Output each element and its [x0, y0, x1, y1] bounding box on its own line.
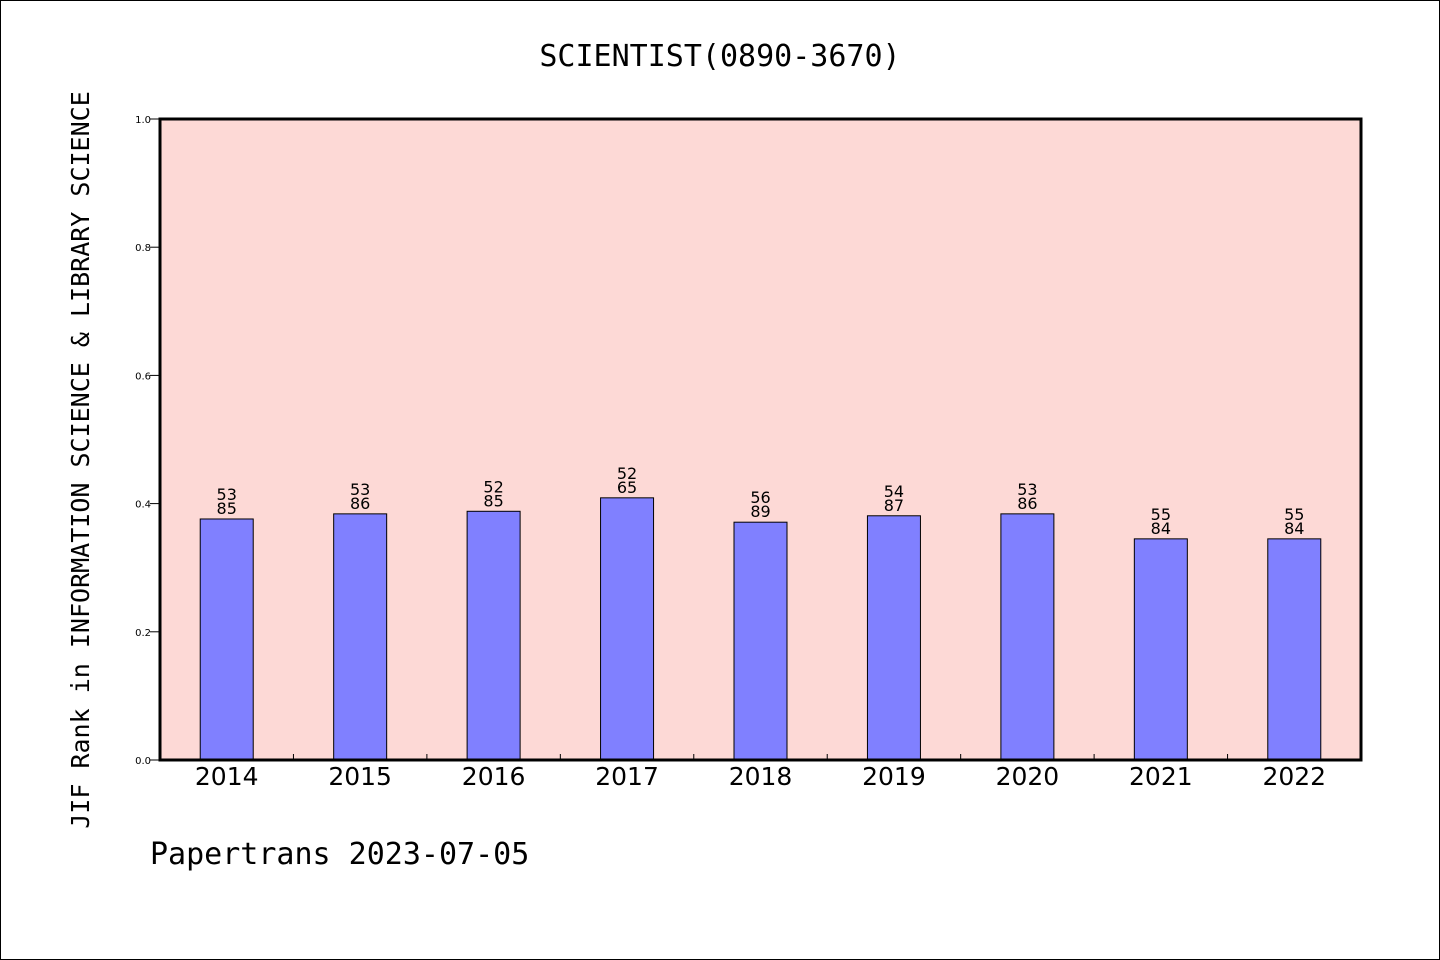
- rank-label-top: 54: [884, 482, 904, 501]
- rank-label-top: 53: [350, 480, 370, 499]
- y-tick-label: 0.4: [135, 500, 151, 511]
- bar-series: [199, 497, 1322, 761]
- bar-2019: [866, 515, 921, 761]
- bar-2018: [733, 521, 788, 761]
- rank-label-bottom: 89: [750, 502, 770, 521]
- y-axis-label: JIF Rank in INFORMATION SCIENCE & LIBRAR…: [66, 91, 95, 829]
- rank-label-top: 52: [483, 477, 503, 496]
- x-tick-label: 2017: [595, 762, 659, 791]
- bar-2014: [199, 518, 254, 761]
- x-tick-label: 2019: [862, 762, 926, 791]
- rank-label-top: 55: [1284, 505, 1304, 524]
- rank-label-top: 55: [1151, 505, 1171, 524]
- footer-credit: Papertrans 2023-07-05: [150, 837, 529, 872]
- bar-2015: [333, 513, 388, 761]
- x-axis: 2014 2015 2016 2017 2018 2019 2020 2021 2022: [195, 754, 1326, 791]
- rank-label-bottom: 65: [617, 478, 637, 497]
- y-axis: 0.0 0.2 0.4 0.6 0.8 1.0: [135, 115, 160, 767]
- y-tick-label: 0.8: [135, 243, 151, 254]
- rank-label-bottom: 87: [884, 496, 904, 515]
- rank-label-top: 56: [750, 488, 770, 507]
- rank-label-bottom: 84: [1151, 519, 1171, 538]
- chart-title: SCIENTIST(0890-3670): [539, 39, 900, 74]
- rank-label-bottom: 85: [217, 499, 237, 518]
- y-tick-label: 1.0: [135, 115, 151, 126]
- x-tick-label: 2020: [996, 762, 1060, 791]
- bar-2016: [466, 510, 521, 761]
- rank-label-top: 53: [1017, 480, 1037, 499]
- y-tick-label: 0.6: [135, 371, 151, 382]
- rank-label-bottom: 86: [350, 494, 370, 513]
- rank-label-bottom: 85: [483, 491, 503, 510]
- bar-2022: [1267, 538, 1322, 761]
- plot-border: [158, 117, 1363, 762]
- x-tick-label: 2015: [328, 762, 392, 791]
- rank-label-bottom: 86: [1017, 494, 1037, 513]
- y-tick-label: 0.0: [135, 756, 151, 767]
- bar-2021: [1133, 538, 1188, 761]
- bar-2017: [600, 497, 655, 761]
- y-tick-label: 0.2: [135, 628, 151, 639]
- rank-label-top: 52: [617, 464, 637, 483]
- x-tick-label: 2014: [195, 762, 259, 791]
- bar-2020: [1000, 513, 1055, 761]
- x-tick-label: 2016: [462, 762, 526, 791]
- x-tick-label: 2018: [729, 762, 793, 791]
- rank-label-bottom: 84: [1284, 519, 1304, 538]
- rank-label-top: 53: [217, 485, 237, 504]
- x-tick-label: 2021: [1129, 762, 1193, 791]
- x-tick-label: 2022: [1262, 762, 1326, 791]
